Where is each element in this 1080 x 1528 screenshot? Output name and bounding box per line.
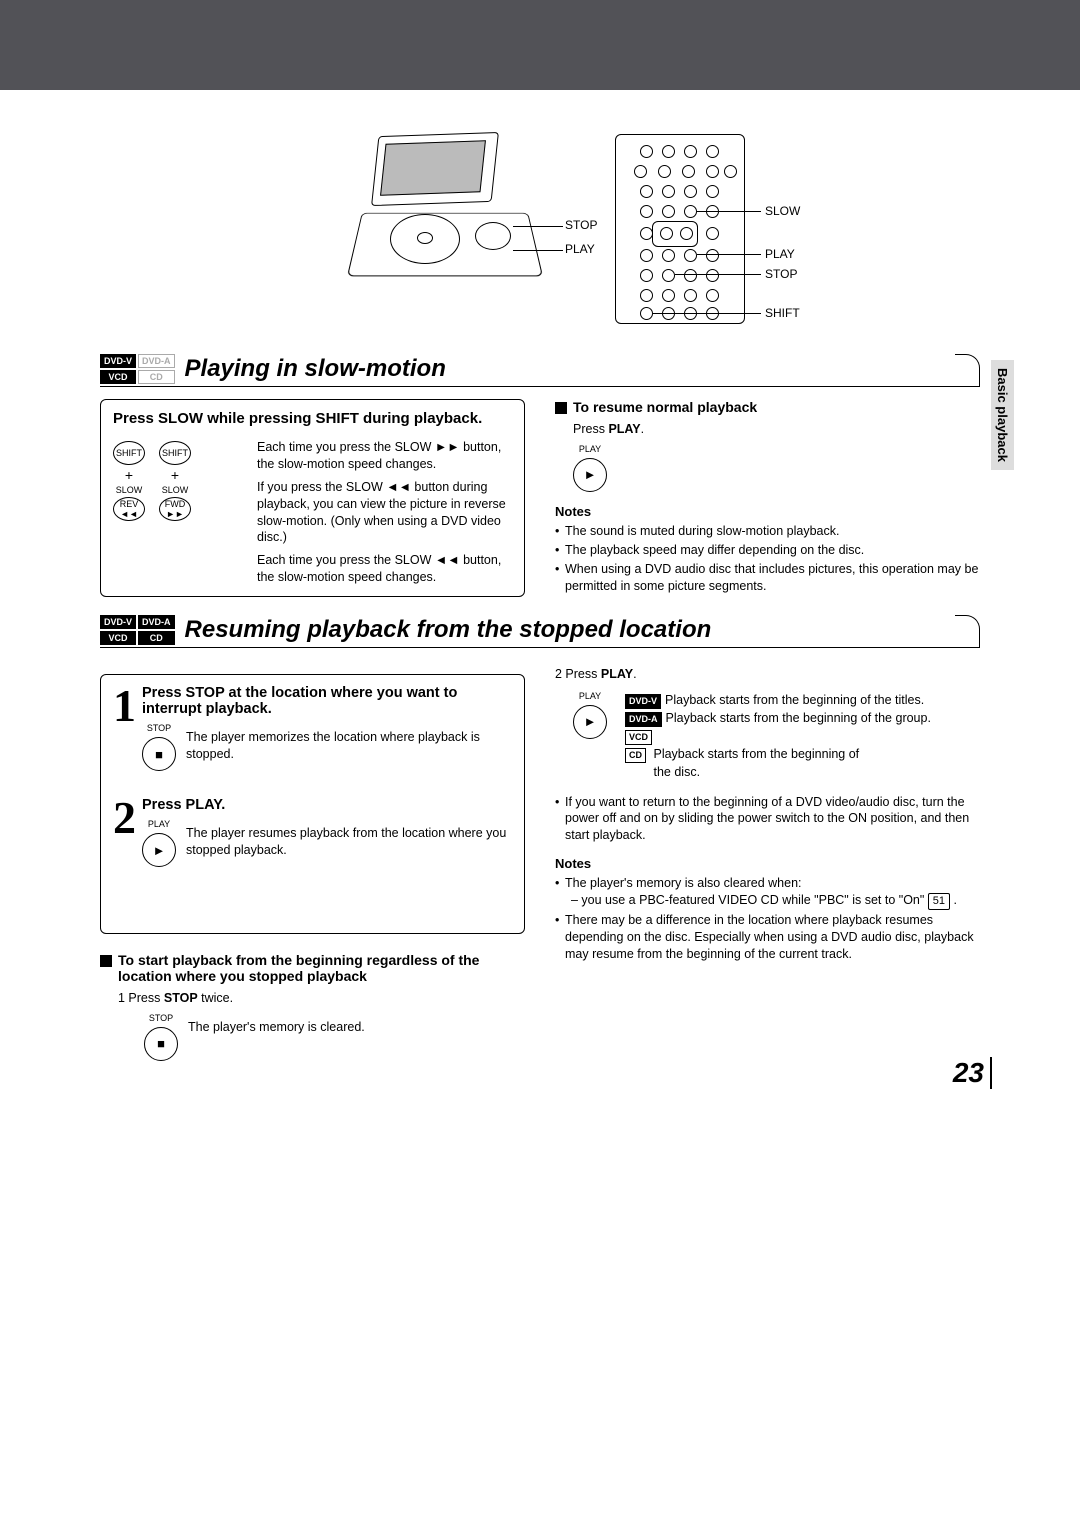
slow-para1: Each time you press the SLOW ►► button, … (257, 439, 512, 473)
slow-instruction-box: Press SLOW while pressing SHIFT during p… (100, 399, 525, 597)
step-number: 2 (113, 797, 136, 867)
stop-icon-label: STOP (142, 723, 176, 733)
note-item: The player's memory is also cleared when… (555, 875, 980, 910)
remote-stop-label: STOP (765, 267, 797, 281)
startover-line1: 1 Press STOP twice. (118, 990, 525, 1007)
remote-play-label: PLAY (765, 247, 795, 261)
disc-badges: DVD-V DVD-A VCD CD (100, 354, 175, 384)
hero-diagram: STOP PLAY SLOW PLAY STOP (100, 134, 980, 324)
notes-list: The player's memory is also cleared when… (555, 875, 980, 962)
player-stop-label: STOP (565, 218, 597, 232)
header-bar (0, 0, 1080, 90)
play-icon-label: PLAY (142, 819, 176, 829)
play-bold: PLAY (608, 422, 640, 436)
section-slow-motion: DVD-V DVD-A VCD CD Playing in slow-motio… (100, 354, 980, 597)
step-number: 1 (113, 685, 136, 771)
remote-shift-label: SHIFT (765, 306, 800, 320)
slow-para3: Each time you press the SLOW ◄◄ button, … (257, 552, 512, 586)
box-title: Press SLOW while pressing SHIFT during p… (113, 410, 512, 427)
play-icon-label: PLAY (573, 444, 607, 454)
section-title: Resuming playback from the stopped locat… (185, 616, 712, 644)
bullet-return: If you want to return to the beginning o… (555, 794, 980, 845)
play-icon-label: PLAY (573, 691, 607, 701)
badge-vcd: VCD (100, 370, 136, 384)
disc-line: VCDCD Playback starts from the beginning… (625, 727, 931, 781)
play-button-icon: ► (142, 833, 176, 867)
step-title: Press PLAY. (142, 797, 512, 813)
side-tab: Basic playback (991, 360, 1014, 470)
play-button-icon: ► (573, 705, 607, 739)
badge-dvdv: DVD-V (100, 354, 136, 368)
shift-button-icon: SHIFT (159, 441, 191, 465)
section-head: DVD-V DVD-A VCD CD Resuming playback fro… (100, 615, 980, 648)
badge-dvda: DVD-A (138, 354, 175, 368)
badge-dvdv: DVD-V (100, 615, 136, 629)
slow-para2: If you press the SLOW ◄◄ button during p… (257, 479, 512, 547)
resume-head: To resume normal playback (555, 399, 980, 415)
press-play-line: 2 Press PLAY. (555, 666, 980, 683)
note-item: When using a DVD audio disc that include… (555, 561, 980, 595)
note-item: There may be a difference in the locatio… (555, 912, 980, 963)
plus-icon: + (159, 467, 191, 483)
startover-text: The player's memory is cleared. (188, 1019, 365, 1036)
stop-button-icon: ■ (142, 737, 176, 771)
player-play-label: PLAY (565, 242, 595, 256)
stop-button-icon: ■ (144, 1027, 178, 1061)
badge-cd: CD (138, 370, 175, 384)
remote-slow-label: SLOW (765, 204, 800, 218)
startover-head: To start playback from the beginning reg… (100, 952, 525, 984)
slow-label: SLOW (113, 485, 145, 495)
page-body: Basic playback STOP PLAY (0, 90, 1080, 1101)
button-row: SHIFT + SLOW REV◄◄ SHIFT + SLOW FWD►► (113, 439, 243, 523)
step-text: The player memorizes the location where … (186, 729, 512, 763)
step-2: 2 Press PLAY. PLAY ► The player resumes … (113, 797, 512, 867)
notes-head: Notes (555, 856, 980, 871)
note-item: The playback speed may differ depending … (555, 542, 980, 559)
section-resume: DVD-V DVD-A VCD CD Resuming playback fro… (100, 615, 980, 1061)
page-number: 23 (953, 1057, 992, 1089)
page-ref: 51 (928, 893, 950, 910)
badge-dvda: DVD-A (138, 615, 175, 629)
remote-diagram (615, 134, 745, 324)
badge-vcd: VCD (100, 631, 136, 645)
play-button-icon: ► (573, 458, 607, 492)
disc-line: DVD-APlayback starts from the beginning … (625, 709, 931, 727)
section-title: Playing in slow-motion (185, 355, 446, 383)
player-diagram: STOP PLAY (335, 134, 575, 304)
step-1: 1 Press STOP at the location where you w… (113, 685, 512, 771)
section-head: DVD-V DVD-A VCD CD Playing in slow-motio… (100, 354, 980, 387)
disc-badges: DVD-V DVD-A VCD CD (100, 615, 175, 645)
step-title: Press STOP at the location where you wan… (142, 685, 512, 717)
badge-cd: CD (138, 631, 175, 645)
step-text: The player resumes playback from the loc… (186, 825, 512, 859)
steps-box: 1 Press STOP at the location where you w… (100, 674, 525, 934)
plus-icon: + (113, 467, 145, 483)
disc-line: DVD-VPlayback starts from the beginning … (625, 691, 931, 709)
rev-button-icon: REV◄◄ (113, 497, 145, 521)
slow-label: SLOW (159, 485, 191, 495)
stop-icon-label: STOP (144, 1013, 178, 1023)
fwd-button-icon: FWD►► (159, 497, 191, 521)
notes-list: The sound is muted during slow-motion pl… (555, 523, 980, 595)
notes-head: Notes (555, 504, 980, 519)
shift-button-icon: SHIFT (113, 441, 145, 465)
note-item: The sound is muted during slow-motion pl… (555, 523, 980, 540)
